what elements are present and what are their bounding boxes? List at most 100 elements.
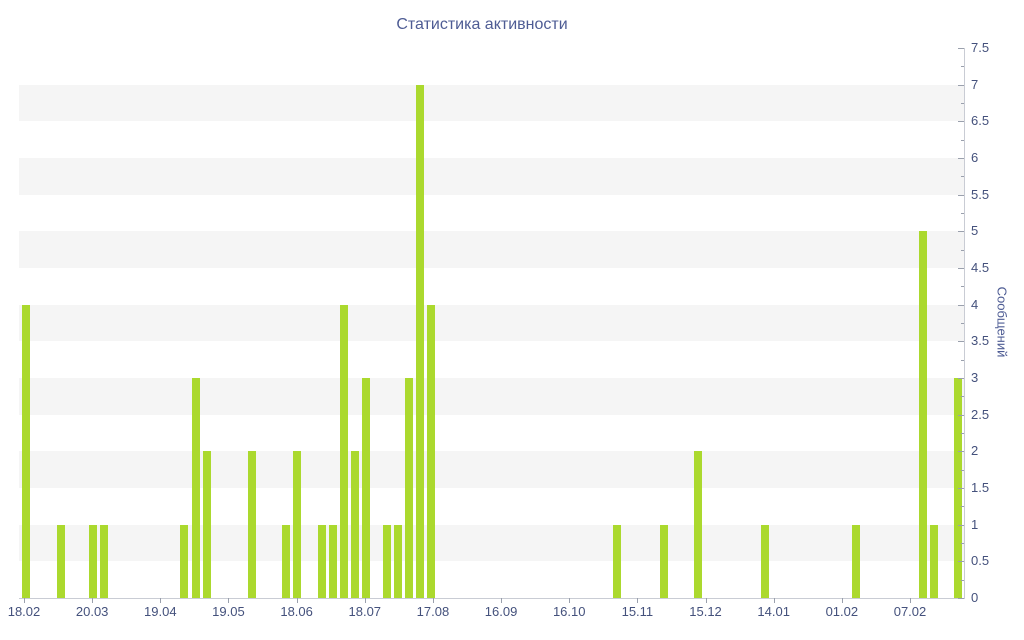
bar[interactable] xyxy=(405,378,413,598)
x-tick-label: 18.06 xyxy=(280,604,313,619)
y-minor-tick xyxy=(961,249,964,251)
bar[interactable] xyxy=(293,451,301,598)
y-tick-label: 7 xyxy=(971,76,979,92)
y-minor-tick xyxy=(961,433,964,434)
bar[interactable] xyxy=(248,451,256,598)
grid-band xyxy=(19,231,964,268)
y-tick-label: 2 xyxy=(971,443,979,459)
bar[interactable] xyxy=(57,524,65,598)
y-major-tick xyxy=(958,414,964,416)
y-major-tick xyxy=(958,194,964,196)
x-tick xyxy=(841,598,843,603)
x-tick-label: 07.02 xyxy=(893,604,927,619)
y-minor-tick xyxy=(961,213,964,214)
bar[interactable] xyxy=(203,451,211,598)
y-axis-title: Сообщений xyxy=(994,286,1010,358)
bar[interactable] xyxy=(613,524,621,598)
y-major-tick xyxy=(958,524,964,526)
y-tick-label: 5.5 xyxy=(971,186,990,202)
x-tick-label: 15.11 xyxy=(621,604,654,619)
x-tick xyxy=(569,598,571,603)
bar[interactable] xyxy=(340,304,348,598)
x-tick-label: 19.04 xyxy=(144,604,177,619)
y-tick-label: 0.5 xyxy=(971,553,990,569)
y-tick-label: 6.5 xyxy=(971,113,990,129)
y-tick-label: 3 xyxy=(971,370,979,385)
y-minor-tick xyxy=(961,543,964,544)
bar[interactable] xyxy=(329,524,337,598)
x-tick xyxy=(160,598,162,603)
y-major-tick xyxy=(958,48,964,49)
bar[interactable] xyxy=(282,524,290,598)
chart-title: Статистика активности xyxy=(396,16,568,33)
x-tick-label: 16.09 xyxy=(484,604,518,619)
y-minor-tick xyxy=(961,176,964,178)
y-tick-label: 4.5 xyxy=(971,260,990,275)
bar[interactable] xyxy=(930,524,938,598)
y-minor-tick xyxy=(961,469,964,471)
y-minor-tick xyxy=(961,323,964,324)
bar[interactable] xyxy=(100,524,108,598)
x-tick xyxy=(432,598,434,603)
x-tick xyxy=(228,598,230,603)
x-tick xyxy=(364,598,366,603)
bar[interactable] xyxy=(394,524,402,598)
x-tick xyxy=(910,598,911,603)
y-major-tick xyxy=(958,561,964,563)
y-tick-label: 5 xyxy=(971,223,979,239)
y-major-tick xyxy=(958,231,964,233)
bar[interactable] xyxy=(318,524,326,598)
y-minor-tick xyxy=(961,286,964,288)
x-tick xyxy=(637,598,639,603)
bar[interactable] xyxy=(89,524,97,598)
x-tick-label: 19.05 xyxy=(212,604,245,619)
y-major-tick xyxy=(958,378,964,379)
y-major-tick xyxy=(958,121,964,123)
x-tick xyxy=(24,598,25,603)
bar[interactable] xyxy=(351,451,359,598)
bar[interactable] xyxy=(761,524,769,598)
y-major-tick xyxy=(958,158,964,159)
y-tick-label: 1.5 xyxy=(971,480,990,495)
bar[interactable] xyxy=(383,524,391,598)
x-tick-label: 16.10 xyxy=(552,604,586,619)
bar[interactable] xyxy=(22,304,30,598)
bar[interactable] xyxy=(852,524,860,598)
x-tick-label: 15.12 xyxy=(689,604,722,619)
y-axis-line xyxy=(964,48,965,599)
y-major-tick xyxy=(958,488,964,489)
bar[interactable] xyxy=(919,231,927,598)
grid-band xyxy=(19,524,964,562)
x-tick xyxy=(501,598,503,603)
bar[interactable] xyxy=(192,378,200,598)
y-tick-label: 7.5 xyxy=(971,40,990,55)
y-minor-tick xyxy=(961,139,964,141)
grid-band xyxy=(19,304,964,342)
bar[interactable] xyxy=(660,524,668,598)
bar[interactable] xyxy=(427,304,435,598)
y-tick-label: 0 xyxy=(971,590,979,605)
y-minor-tick xyxy=(961,66,964,68)
y-minor-tick xyxy=(961,579,964,581)
y-major-tick xyxy=(958,598,964,599)
grid-band xyxy=(19,378,964,415)
bar[interactable] xyxy=(362,378,370,598)
y-tick-label: 3.5 xyxy=(971,333,990,349)
y-major-tick xyxy=(958,341,964,343)
bar[interactable] xyxy=(416,84,424,598)
x-tick xyxy=(92,598,94,603)
bar[interactable] xyxy=(694,451,702,598)
bar[interactable] xyxy=(180,524,188,598)
y-major-tick xyxy=(958,451,964,453)
y-tick-label: 1 xyxy=(971,516,979,532)
y-tick-label: 2.5 xyxy=(971,406,990,422)
x-tick xyxy=(705,598,707,603)
x-tick xyxy=(296,598,298,603)
grid-band xyxy=(19,451,964,488)
x-tick-label: 20.03 xyxy=(75,604,109,619)
y-major-tick xyxy=(958,304,964,306)
grid-band xyxy=(19,84,964,122)
x-tick-label: 14.01 xyxy=(757,604,790,619)
grid-band xyxy=(19,158,964,195)
